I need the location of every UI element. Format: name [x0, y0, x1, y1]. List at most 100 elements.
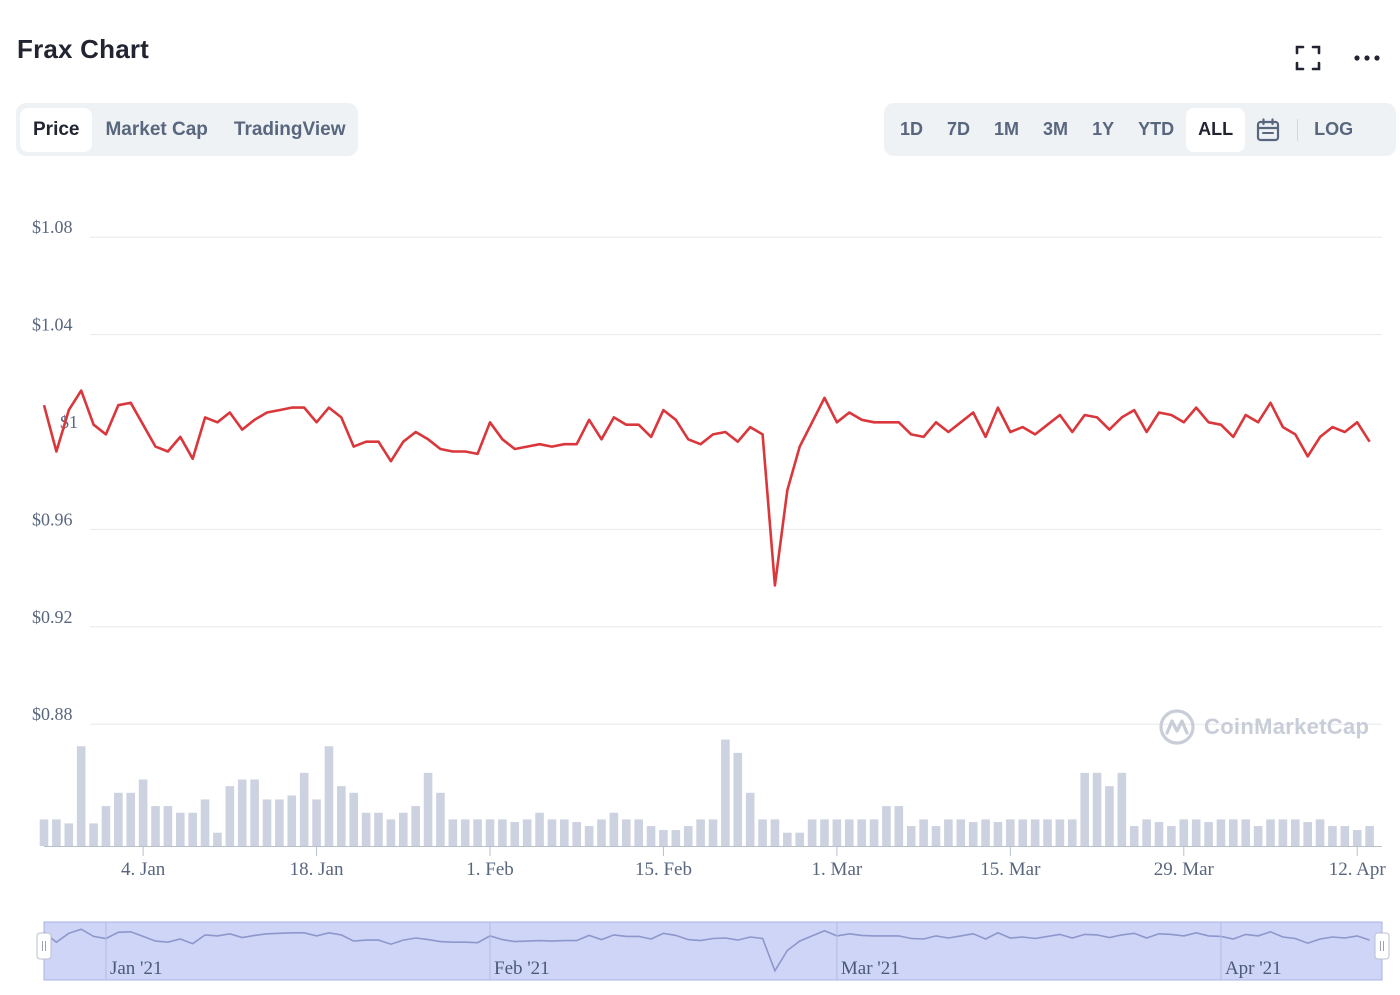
volume-bar — [1278, 819, 1288, 846]
volume-bar — [572, 822, 582, 846]
range-7d[interactable]: 7D — [947, 119, 971, 139]
y-tick-label: $1.08 — [32, 217, 73, 237]
volume-bar — [225, 786, 235, 846]
navigator-handle-left[interactable] — [36, 932, 52, 960]
y-axis-labels: $0.88$0.92$0.96$1$1.04$1.08 — [32, 217, 78, 724]
volume-bar — [659, 830, 668, 846]
log-toggle[interactable]: LOG — [1314, 119, 1354, 139]
volume-bar — [621, 819, 631, 846]
volume-bar — [498, 819, 507, 846]
navigator-line — [43, 928, 1370, 973]
volume-bar — [1229, 819, 1238, 846]
volume-bar — [931, 826, 941, 846]
grid-lines — [90, 236, 1382, 725]
volume-bar — [1352, 830, 1362, 846]
volume-bar — [52, 819, 61, 846]
navigator-label: Mar '21 — [841, 958, 900, 979]
volume-bar — [175, 812, 185, 846]
volume-bar — [1179, 819, 1189, 846]
volume-bar — [944, 819, 953, 846]
range-all[interactable]: ALL — [1186, 107, 1246, 152]
tab-market-cap[interactable]: Market Cap — [105, 118, 208, 140]
tab-tradingview[interactable]: TradingView — [233, 118, 346, 140]
price-line — [42, 389, 1371, 587]
volume-bar — [634, 819, 643, 846]
volume-bar — [869, 819, 879, 846]
volume-bar — [646, 826, 656, 846]
y-tick-label: $0.92 — [32, 607, 73, 627]
volume-bar — [770, 819, 780, 846]
volume-bar — [1117, 772, 1127, 846]
range-1y[interactable]: 1Y — [1092, 119, 1115, 139]
volume-bar — [510, 822, 520, 846]
volume-bar — [795, 832, 805, 846]
navigator-mask — [43, 921, 1383, 981]
volume-bar — [1328, 826, 1337, 846]
volume-bar — [423, 772, 433, 846]
volume-bar — [1018, 819, 1028, 846]
volume-bar — [275, 799, 284, 846]
x-tick-label: 18. Jan — [290, 859, 344, 880]
volume-bar — [919, 819, 928, 846]
volume-bar — [894, 806, 904, 846]
range-3m[interactable]: 3M — [1043, 119, 1069, 139]
volume-bar — [1241, 819, 1251, 846]
volume-bar — [213, 832, 222, 846]
volume-bar — [1105, 786, 1114, 846]
range-navigator[interactable]: Jan '21 Feb '21 Mar '21 Apr '21 — [36, 921, 1390, 981]
volume-bar — [312, 799, 321, 846]
volume-bar — [1055, 819, 1065, 846]
volume-bar — [448, 819, 458, 846]
volume-bar — [76, 746, 86, 846]
volume-bar — [386, 819, 396, 846]
volume-bar — [783, 832, 792, 846]
volume-bar — [374, 812, 383, 846]
volume-bar — [1142, 819, 1151, 846]
y-tick-label: $0.96 — [32, 509, 73, 529]
x-tick-label: 4. Jan — [121, 859, 166, 880]
volume-bar — [745, 792, 755, 846]
tab-price[interactable]: Price — [20, 107, 93, 152]
x-tick-label: 1. Mar — [812, 859, 863, 880]
more-icon[interactable] — [1349, 40, 1385, 76]
navigator-label: Apr '21 — [1225, 958, 1282, 979]
volume-bar — [1303, 822, 1312, 846]
volume-bar — [126, 792, 136, 846]
range-1m[interactable]: 1M — [994, 119, 1020, 139]
volume-bar — [262, 799, 272, 846]
y-tick-label: $0.88 — [32, 704, 73, 724]
volume-bar — [522, 819, 532, 846]
volume-bar — [968, 822, 978, 846]
navigator-handle-right[interactable] — [1374, 932, 1390, 960]
range-ytd[interactable]: YTD — [1138, 119, 1175, 139]
volume-bar — [956, 819, 966, 846]
volume-bar — [1315, 819, 1325, 846]
volume-bar — [114, 792, 123, 846]
x-tick-label: 15. Feb — [635, 859, 692, 880]
volume-bar — [324, 746, 334, 846]
volume-bar — [1080, 772, 1089, 846]
volume-bar — [882, 806, 891, 846]
volume-bar — [1204, 822, 1213, 846]
expand-icon[interactable] — [1290, 40, 1326, 76]
volume-bar — [138, 779, 148, 846]
volume-bar — [535, 812, 544, 846]
volume-bar — [1266, 819, 1275, 846]
volume-bars — [39, 739, 1374, 846]
range-tab-group: 1D 7D 1M 3M 1Y YTD ALL LOG — [884, 103, 1396, 156]
volume-bar — [597, 819, 606, 846]
watermark: CoinMarketCap — [1158, 708, 1369, 746]
volume-bar — [436, 792, 445, 846]
x-tick-label: 12. Apr — [1329, 859, 1387, 880]
volume-bar — [560, 819, 569, 846]
calendar-icon[interactable] — [1245, 108, 1291, 152]
volume-bar — [832, 819, 842, 846]
volume-bar — [547, 819, 557, 846]
navigator-label: Jan '21 — [110, 958, 163, 979]
volume-bar — [1092, 772, 1102, 846]
volume-bar — [250, 779, 259, 846]
range-1d[interactable]: 1D — [900, 119, 924, 139]
volume-bar — [844, 819, 854, 846]
volume-bar — [39, 819, 49, 846]
volume-bar — [349, 792, 359, 846]
